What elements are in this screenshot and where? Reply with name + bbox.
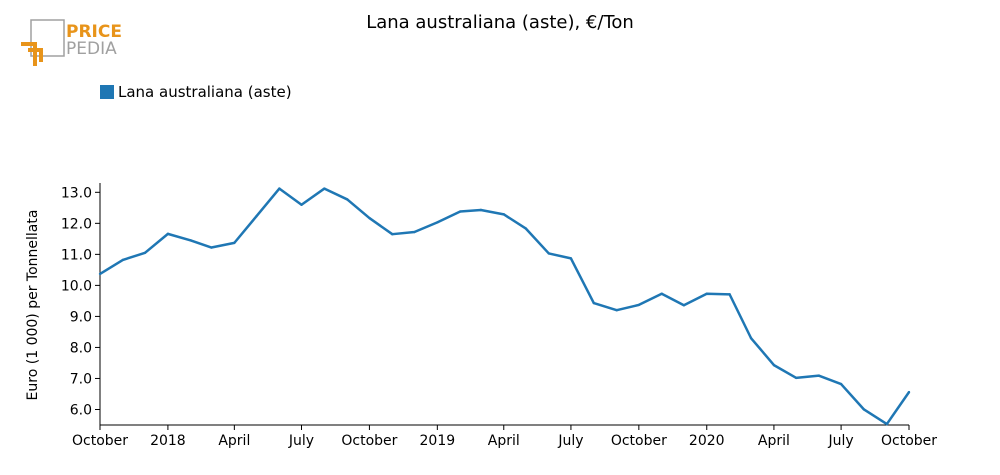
- y-tick-label: 12.0: [61, 216, 92, 232]
- data-point: [98, 272, 102, 276]
- data-point: [255, 214, 258, 218]
- data-point: [368, 216, 371, 220]
- data-point: [682, 304, 686, 307]
- x-tick-label: July: [827, 433, 853, 449]
- data-point: [705, 292, 708, 295]
- x-tick-label: October: [881, 433, 937, 449]
- x-tick-label: April: [488, 433, 520, 449]
- x-tick-label: April: [218, 433, 250, 449]
- data-point: [300, 203, 303, 206]
- series-points: [98, 187, 911, 426]
- y-tick-label: 6.0: [70, 402, 92, 418]
- y-axis-label: Euro (1 000) per Tonnellata: [25, 210, 41, 401]
- data-point: [210, 246, 213, 249]
- data-point: [772, 363, 776, 367]
- data-point: [569, 257, 573, 260]
- data-point: [885, 422, 889, 426]
- data-point: [749, 336, 753, 340]
- data-point: [615, 309, 618, 312]
- data-point: [728, 293, 731, 296]
- data-point: [189, 239, 192, 242]
- data-point: [839, 382, 843, 386]
- data-point: [121, 258, 125, 262]
- series-line: [99, 187, 911, 426]
- y-tick-label: 10.0: [61, 278, 92, 294]
- data-point: [524, 227, 528, 230]
- y-tick-label: 11.0: [61, 247, 92, 263]
- y-tick-label: 9.0: [70, 309, 92, 325]
- y-tick-label: 8.0: [70, 340, 92, 356]
- x-tick-label: October: [341, 433, 397, 449]
- logo-text-top: PRICE: [66, 22, 122, 42]
- legend-label: Lana australiana (aste): [118, 83, 292, 101]
- data-point: [323, 187, 326, 190]
- legend-swatch: [100, 85, 114, 99]
- logo-bracket-outer-icon: [21, 42, 37, 66]
- data-point: [817, 374, 821, 377]
- data-point: [862, 408, 866, 411]
- data-point: [233, 241, 236, 245]
- data-point: [660, 292, 663, 295]
- data-point: [143, 251, 147, 255]
- data-point: [502, 213, 505, 216]
- data-point: [278, 187, 281, 190]
- axes: 6.0 7.0 8.0 9.0 10.0 11.0 12.0 13.0 October 2018 A…: [61, 183, 937, 449]
- logo-frame-icon: [30, 19, 65, 57]
- data-point: [413, 230, 416, 234]
- x-tick-label: July: [288, 433, 314, 449]
- x-tick-label: October: [611, 433, 667, 449]
- x-tick-label: 2020: [689, 433, 725, 449]
- data-point: [547, 252, 550, 255]
- logo-text-bottom: PEDIA: [66, 39, 117, 59]
- data-point: [592, 301, 596, 305]
- x-tick-label: July: [557, 433, 583, 449]
- data-point: [166, 232, 170, 236]
- x-tick-label: 2019: [420, 433, 456, 449]
- pricepedia-logo: PRICE PEDIA: [21, 19, 122, 66]
- logo-bracket-inner-icon: [28, 48, 43, 62]
- data-point: [907, 390, 911, 394]
- legend: Lana australiana (aste): [100, 83, 292, 101]
- data-point: [391, 232, 394, 236]
- data-point: [794, 376, 798, 380]
- y-tick-label: 13.0: [61, 185, 92, 201]
- data-point: [346, 198, 349, 201]
- chart-title: Lana australiana (aste), €/Ton: [366, 12, 634, 33]
- y-tick-label: 7.0: [70, 371, 92, 387]
- data-point: [459, 210, 462, 213]
- x-tick-label: 2018: [150, 433, 186, 449]
- data-point: [479, 208, 483, 212]
- data-point: [637, 303, 641, 307]
- x-tick-label: October: [72, 433, 128, 449]
- data-point: [436, 221, 439, 224]
- x-tick-label: April: [758, 433, 790, 449]
